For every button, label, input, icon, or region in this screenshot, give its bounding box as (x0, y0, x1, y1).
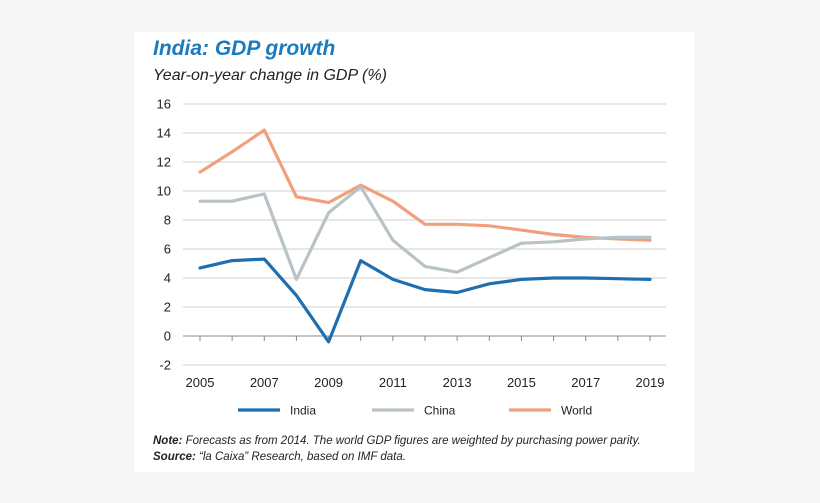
y-tick-label: 10 (157, 184, 171, 199)
chart-title: India: GDP growth (153, 37, 336, 60)
y-tick-label: 16 (157, 97, 171, 112)
gridlines (183, 103, 666, 366)
y-tick-label: 2 (164, 300, 171, 315)
y-tick-label: 4 (164, 271, 171, 286)
series-line-world (198, 128, 652, 242)
series-line-india (198, 257, 652, 344)
y-tick-label: 12 (157, 155, 171, 170)
legend: India China World (238, 404, 592, 418)
chart-panel (134, 32, 694, 472)
y-tick-label: -2 (159, 358, 171, 373)
note-label: Note: (153, 435, 183, 447)
series-line-china (198, 185, 652, 281)
legend-label-world: World (561, 404, 592, 418)
chart-notes: Note: Forecasts as from 2014. The world … (153, 433, 641, 465)
note-line: Note: Forecasts as from 2014. The world … (153, 433, 641, 449)
chart-subtitle: Year-on-year change in GDP (%) (153, 67, 387, 84)
y-tick-label: 0 (164, 329, 171, 344)
x-tick-label: 2019 (636, 375, 665, 390)
source-text: “la Caixa” Research, based on IMF data. (195, 451, 406, 463)
legend-label-china: China (424, 404, 456, 418)
x-tick-label: 2007 (250, 375, 279, 390)
source-label: Source: (153, 451, 196, 463)
x-tick-label: 2017 (571, 375, 600, 390)
x-tick-label: 2005 (186, 375, 215, 390)
x-tick-label: 2011 (379, 375, 407, 390)
y-tick-label: 14 (157, 126, 171, 141)
x-tick-label: 2009 (314, 375, 343, 390)
x-tick-label: 2013 (443, 375, 472, 390)
legend-label-india: India (290, 404, 316, 418)
y-tick-label: 8 (164, 213, 171, 228)
source-line: Source: “la Caixa” Research, based on IM… (153, 449, 641, 465)
note-text: Forecasts as from 2014. The world GDP fi… (182, 435, 641, 447)
y-tick-label: 6 (164, 242, 171, 257)
x-tick-label: 2015 (507, 375, 536, 390)
